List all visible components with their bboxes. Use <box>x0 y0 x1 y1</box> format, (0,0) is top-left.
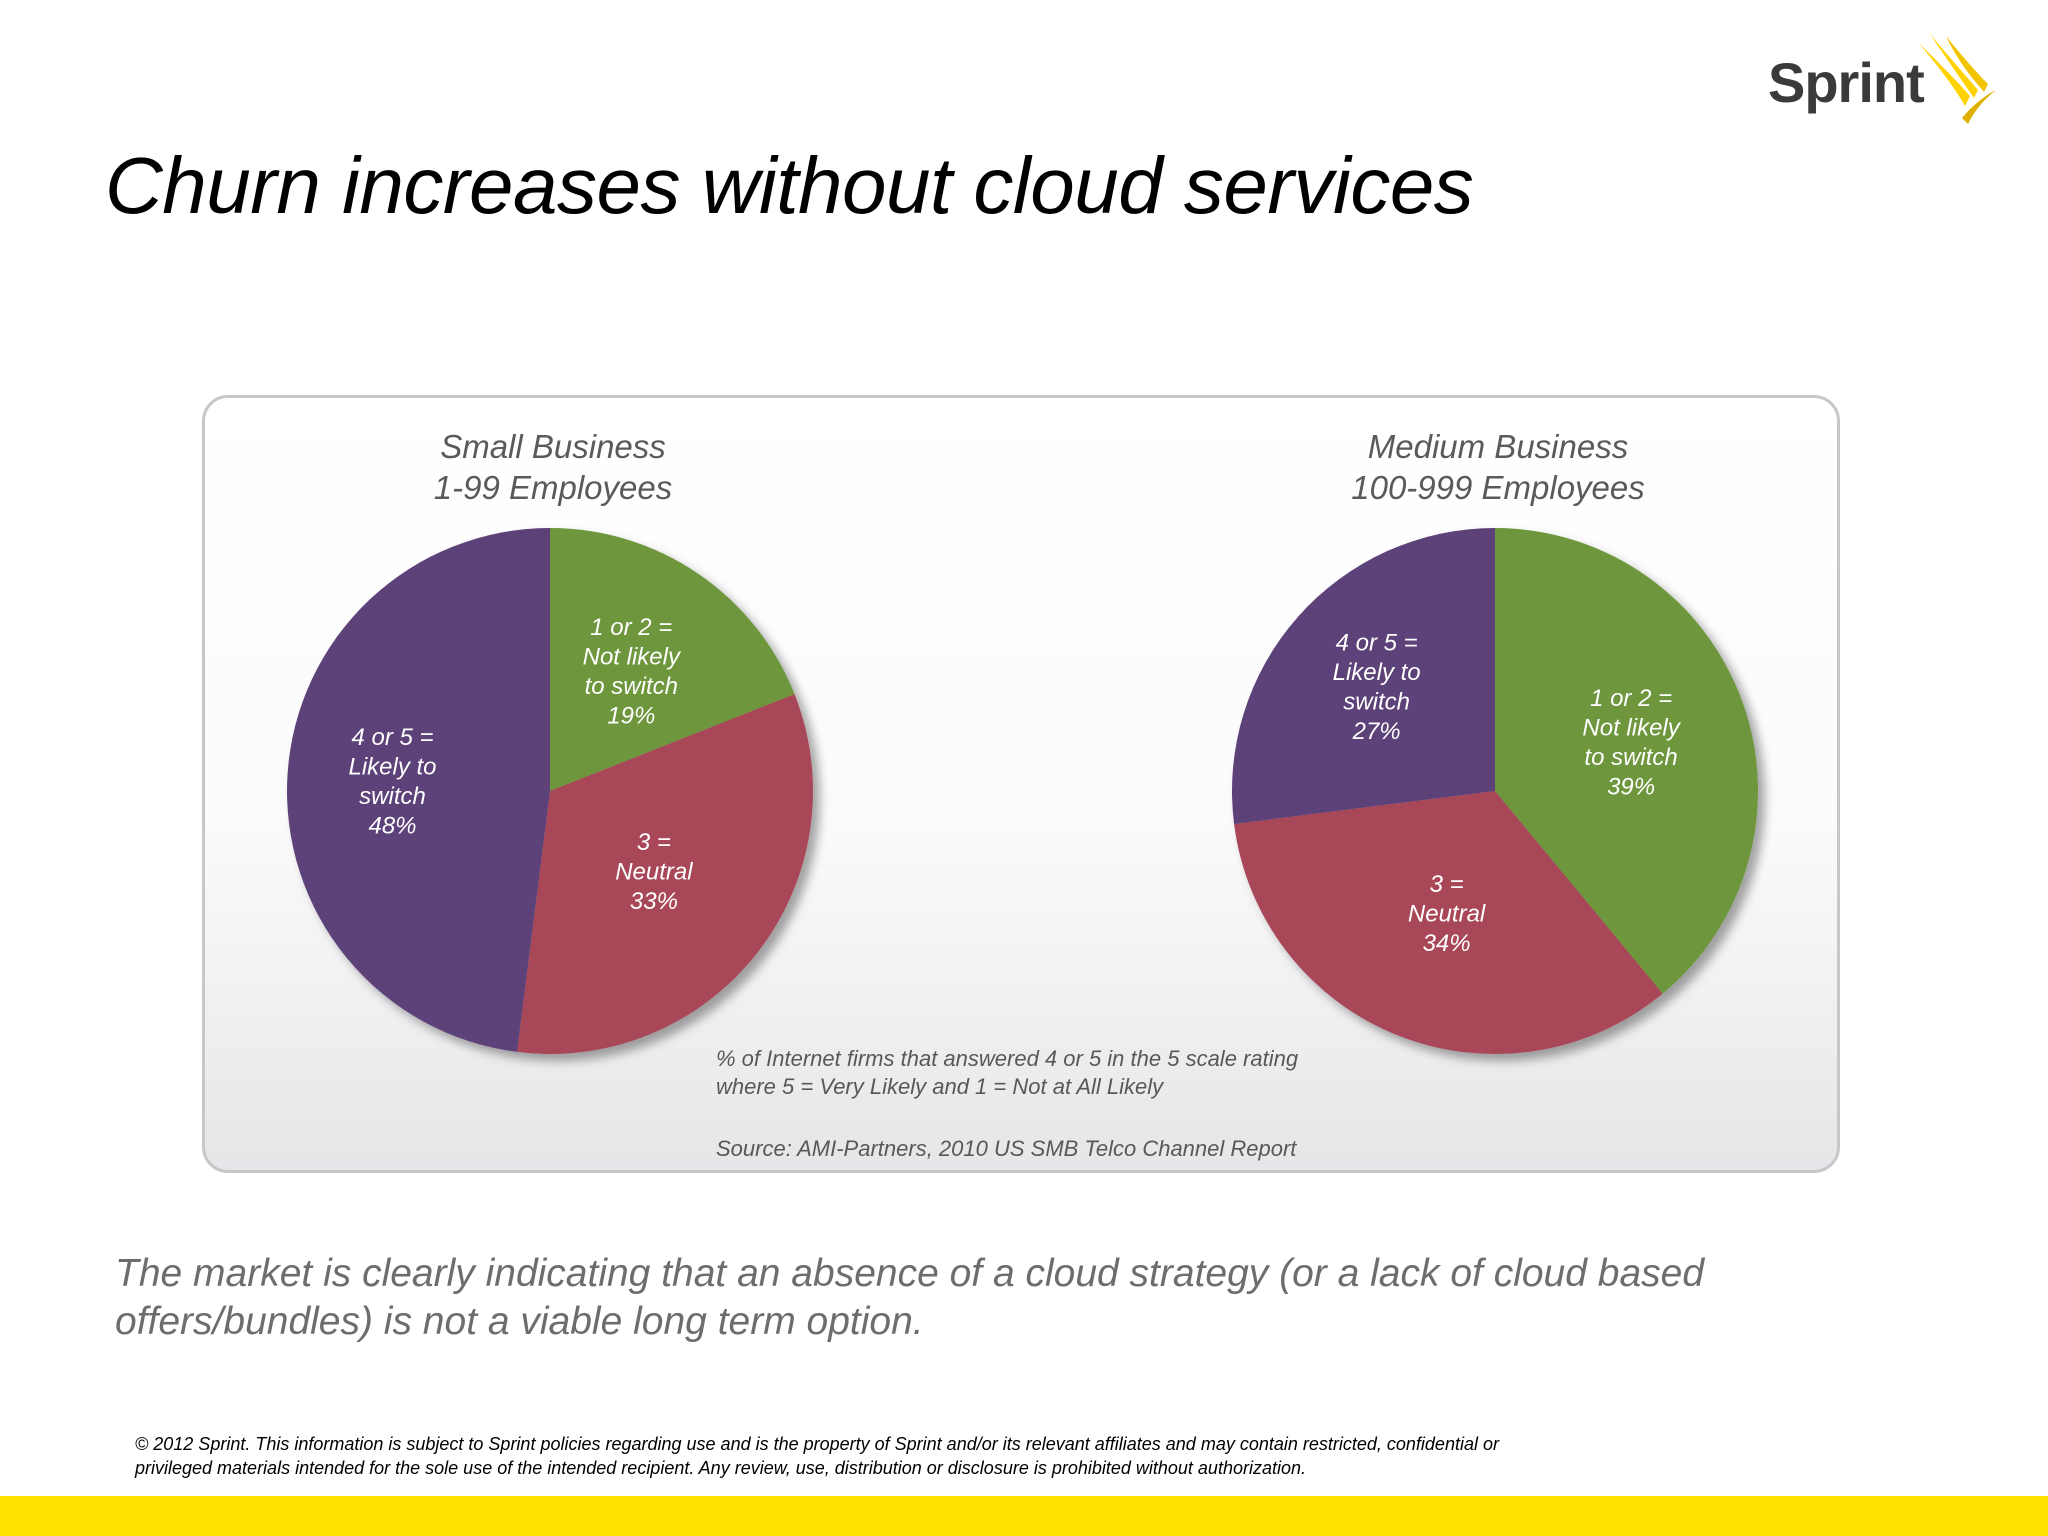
pie-slice-label-line: 33% <box>630 888 678 915</box>
pie-slice-label-line: Not likely <box>1582 714 1681 741</box>
chart-title-line: Small Business <box>440 428 666 465</box>
source-note: Source: AMI-Partners, 2010 US SMB Telco … <box>716 1136 1297 1161</box>
copyright-notice: © 2012 Sprint. This information is subje… <box>135 1434 1499 1478</box>
pie-slice-label-line: 39% <box>1607 773 1655 800</box>
pie-slice-label: 4 or 5 = Likely to switch 27% <box>1333 629 1421 745</box>
small-business-pie-chart: 1 or 2 = Not likely to switch 19% 3 = Neutral… <box>287 528 813 1054</box>
pie-slice-label-line: 3 = <box>1430 871 1464 898</box>
footer-bar <box>0 1496 2048 1536</box>
sprint-logo: Sprint <box>1768 34 1998 129</box>
pie-slice-label: 3 = Neutral 33% <box>615 829 693 915</box>
medium-business-chart-title: Medium Business 100-999 Employees <box>1248 426 1748 508</box>
pie-slice-2 <box>287 528 550 1052</box>
pie-slice-1 <box>517 694 813 1054</box>
pie-slice-label-line: 4 or 5 = <box>351 724 433 751</box>
chart-title-line: Medium Business <box>1367 428 1629 465</box>
pie-slice-0 <box>550 528 795 791</box>
pie-slice-label-line: 48% <box>368 812 416 839</box>
small-business-chart-title: Small Business 1-99 Employees <box>303 426 803 508</box>
pie-slice-label-line: 34% <box>1423 930 1471 957</box>
logo-wordmark: Sprint <box>1768 51 1925 114</box>
note-line: % of Internet firms that answered 4 or 5… <box>716 1046 1299 1071</box>
pie-slice-label-line: Likely to <box>348 753 436 780</box>
pie-slice-1 <box>1234 791 1663 1054</box>
pie-slice-label: 1 or 2 = Not likely to switch 19% <box>583 614 682 730</box>
pie-slice-label-line: 19% <box>607 703 655 730</box>
medium-business-pie-chart: 1 or 2 = Not likely to switch 39% 3 = Neutral… <box>1232 528 1758 1054</box>
chart-title-line: 1-99 Employees <box>433 469 673 506</box>
pie-slice-label-line: switch <box>359 783 426 810</box>
pie-slice-label-line: Neutral <box>1408 900 1486 927</box>
pie-slice-label: 4 or 5 = Likely to switch 48% <box>348 724 436 840</box>
conclusion-text: The market is clearly indicating that an… <box>115 1252 1705 1343</box>
survey-note: % of Internet firms that answered 4 or 5… <box>716 1045 1298 1101</box>
pie-slice-label: 1 or 2 = Not likely to switch 39% <box>1582 685 1681 801</box>
pie-slice-label: 3 = Neutral 34% <box>1408 871 1486 957</box>
pie-slice-label-line: 1 or 2 = <box>1590 685 1672 712</box>
pie-slice-0 <box>1495 528 1758 994</box>
pie-slice-label-line: Likely to <box>1333 659 1421 686</box>
pie-slice-label-line: Neutral <box>615 859 693 886</box>
pie-slice-label-line: 27% <box>1352 718 1401 745</box>
pie-slice-label-line: Not likely <box>583 644 682 671</box>
pie-slice-label-line: 4 or 5 = <box>1336 629 1418 656</box>
pie-slice-label-line: 1 or 2 = <box>590 614 672 641</box>
note-line: where 5 = Very Likely and 1 = Not at All… <box>716 1074 1164 1099</box>
pie-slice-label-line: to switch <box>585 673 678 700</box>
pie-slice-label-line: to switch <box>1584 744 1677 771</box>
pie-slice-2 <box>1232 528 1495 824</box>
sprint-wing-icon <box>1918 34 1996 124</box>
pie-slice-label-line: switch <box>1343 688 1410 715</box>
page-title: Churn increases without cloud services <box>105 141 1474 230</box>
pie-slice-label-line: 3 = <box>637 829 671 856</box>
chart-title-line: 100-999 Employees <box>1351 469 1645 506</box>
